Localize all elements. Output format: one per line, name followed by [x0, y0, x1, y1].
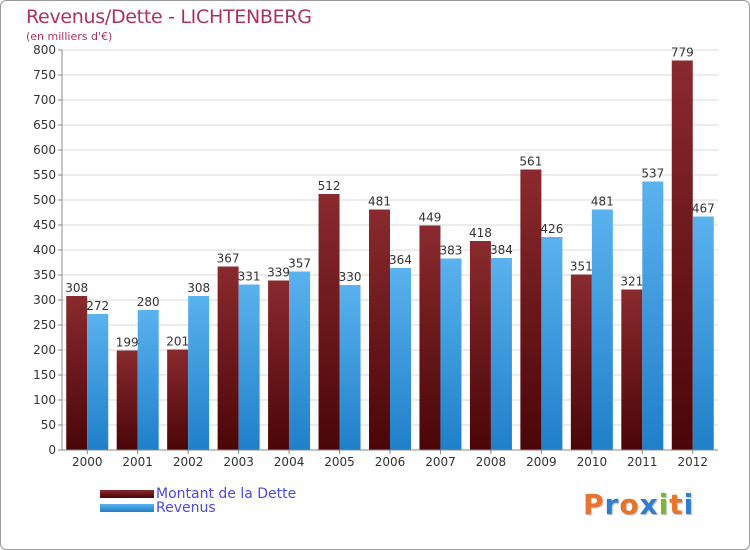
x-tick-label: 2004: [274, 455, 305, 469]
x-tick-label: 2008: [476, 455, 507, 469]
y-tick-label: 550: [33, 168, 56, 182]
bar-revenus: [591, 209, 613, 450]
legend-swatch-revenus: [100, 504, 154, 512]
bar-dette: [621, 289, 643, 450]
data-label-revenus: 384: [490, 243, 513, 257]
y-tick-label: 250: [33, 318, 56, 332]
bar-dette: [66, 296, 88, 450]
data-label-revenus: 308: [187, 281, 210, 295]
logo-letter: i: [683, 488, 695, 521]
bar-dette: [671, 60, 693, 450]
legend-label-revenus: Revenus: [156, 500, 216, 516]
bar-revenus: [238, 284, 260, 450]
y-tick-label: 350: [33, 268, 56, 282]
bar-dette: [116, 350, 138, 450]
x-tick-label: 2005: [324, 455, 355, 469]
x-tick-label: 2007: [425, 455, 456, 469]
data-label-dette: 561: [519, 155, 542, 169]
bar-revenus: [490, 258, 512, 450]
data-label-dette: 449: [419, 211, 442, 225]
bar-dette: [520, 169, 542, 450]
bar-revenus: [289, 271, 311, 450]
x-tick-label: 2010: [577, 455, 608, 469]
data-label-dette: 321: [620, 275, 643, 289]
data-label-dette: 351: [570, 260, 593, 274]
x-tick-label: 2009: [526, 455, 557, 469]
x-tick-label: 2003: [223, 455, 254, 469]
y-tick-label: 700: [33, 93, 56, 107]
logo-letter: t: [669, 488, 684, 521]
y-tick-label: 100: [33, 393, 56, 407]
data-label-revenus: 280: [137, 295, 160, 309]
data-label-revenus: 467: [692, 202, 715, 216]
data-label-revenus: 272: [86, 299, 109, 313]
data-label-dette: 201: [166, 335, 189, 349]
data-label-dette: 779: [671, 46, 694, 60]
bar-dette: [469, 241, 491, 450]
data-label-dette: 512: [318, 179, 341, 193]
y-tick-label: 800: [33, 43, 56, 57]
bar-dette: [268, 280, 290, 450]
x-tick-label: 2001: [122, 455, 153, 469]
x-tick-label: 2012: [677, 455, 708, 469]
x-tick-label: 2006: [375, 455, 406, 469]
data-label-revenus: 481: [591, 195, 614, 209]
x-tick-label: 2002: [173, 455, 204, 469]
logo-letter: x: [639, 488, 659, 521]
bar-revenus: [339, 285, 361, 450]
bar-revenus: [642, 181, 664, 450]
bar-revenus: [440, 258, 462, 450]
x-tick-label: 2000: [72, 455, 103, 469]
y-tick-label: 650: [33, 118, 56, 132]
chart-subtitle: (en milliers d'€): [26, 30, 113, 43]
data-label-dette: 199: [116, 336, 139, 350]
data-label-dette: 418: [469, 226, 492, 240]
legend-swatch-dette: [100, 490, 154, 498]
data-label-revenus: 426: [540, 222, 563, 236]
bar-dette: [167, 349, 189, 450]
logo-letter: r: [604, 488, 620, 521]
bar-dette: [369, 209, 390, 450]
data-label-dette: 339: [267, 266, 290, 280]
y-tick-label: 150: [33, 368, 56, 382]
bar-revenus: [390, 268, 411, 450]
data-label-revenus: 357: [288, 257, 311, 271]
y-tick-label: 500: [33, 193, 56, 207]
y-tick-label: 400: [33, 243, 56, 257]
data-label-revenus: 364: [389, 253, 412, 267]
y-tick-label: 0: [48, 443, 56, 457]
y-tick-label: 200: [33, 343, 56, 357]
data-label-revenus: 331: [238, 270, 261, 284]
bar-dette: [419, 225, 441, 450]
data-label-revenus: 330: [339, 270, 362, 284]
y-tick-label: 50: [41, 418, 56, 432]
data-label-revenus: 383: [440, 244, 463, 258]
bar-revenus: [692, 216, 714, 450]
data-label-revenus: 537: [641, 167, 664, 181]
bar-dette: [570, 274, 592, 450]
bar-revenus: [541, 237, 563, 450]
chart-title: Revenus/Dette - LICHTENBERG: [26, 6, 312, 28]
x-tick-label: 2011: [627, 455, 658, 469]
legend-item-revenus: Revenus: [100, 500, 216, 516]
legend-label-dette: Montant de la Dette: [156, 486, 297, 502]
logo-letter: i: [658, 488, 670, 521]
bar-revenus: [137, 310, 159, 450]
logo-letter: P: [583, 488, 605, 521]
data-label-dette: 308: [65, 281, 88, 295]
bar-revenus: [188, 296, 210, 450]
data-label-dette: 481: [368, 195, 391, 209]
bar-revenus: [87, 314, 109, 450]
proxiti-logo: Proxiti: [583, 488, 694, 521]
y-tick-label: 450: [33, 218, 56, 232]
y-tick-label: 750: [33, 68, 56, 82]
data-label-dette: 367: [217, 252, 240, 266]
y-tick-label: 300: [33, 293, 56, 307]
bar-dette: [318, 194, 340, 450]
bar-dette: [217, 266, 239, 450]
y-tick-label: 600: [33, 143, 56, 157]
logo-letter: o: [619, 488, 640, 521]
legend-item-dette: Montant de la Dette: [100, 486, 296, 502]
